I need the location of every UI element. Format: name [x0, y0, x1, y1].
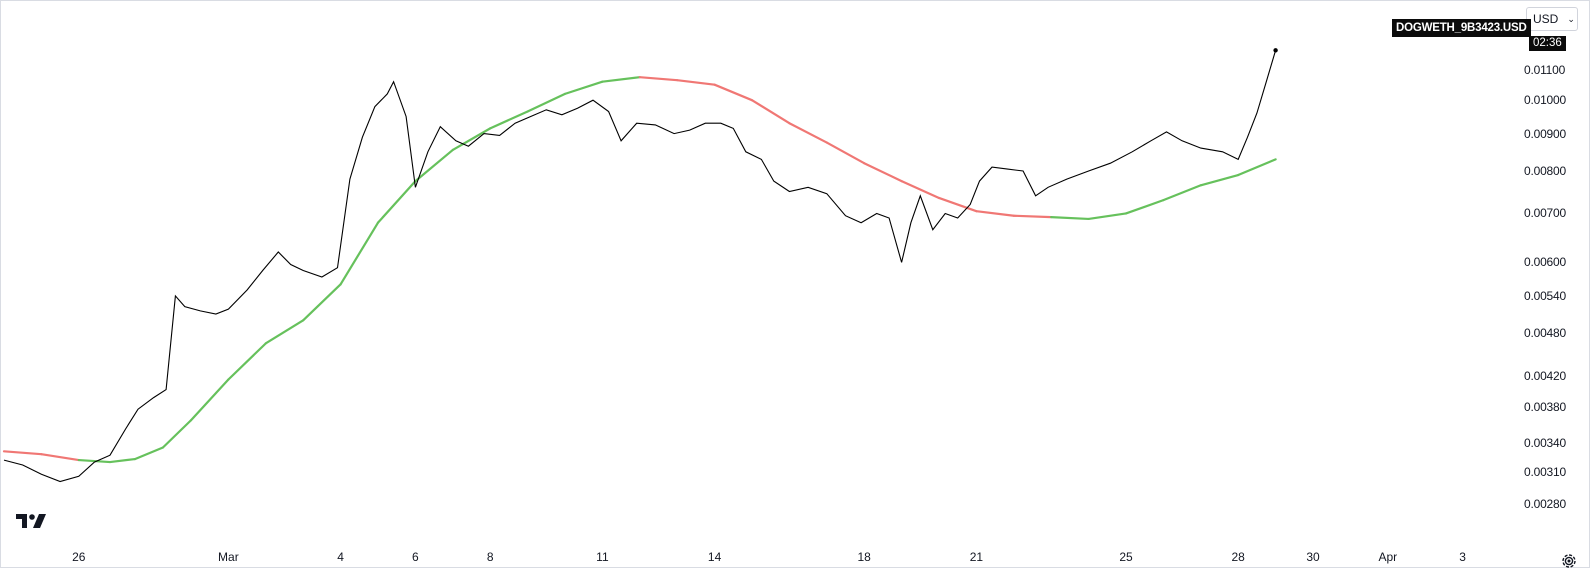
- price-tick-label: 0.00280: [1524, 497, 1566, 512]
- price-tick-label: 0.01000: [1524, 93, 1566, 108]
- date-tick-label: 25: [1119, 550, 1133, 564]
- date-tick-label: 11: [596, 550, 609, 564]
- moving-average-segment: [676, 79, 716, 86]
- moving-average-segment: [1237, 158, 1277, 177]
- moving-average-segment: [900, 180, 941, 200]
- price-line-layer: [3, 48, 1278, 483]
- price-tick-label: 0.00800: [1524, 164, 1566, 179]
- moving-average-segment: [526, 92, 567, 113]
- moving-average-segment: [750, 99, 791, 125]
- moving-average-segment: [1050, 216, 1090, 221]
- moving-average-segment: [302, 283, 342, 322]
- moving-average-segment: [451, 127, 492, 152]
- price-tick-label: 0.00380: [1524, 400, 1566, 415]
- tradingview-logo-icon[interactable]: [16, 514, 46, 528]
- date-tick-label: 28: [1231, 550, 1245, 564]
- moving-average-layer: [2, 76, 1277, 464]
- date-tick-label: 18: [857, 550, 871, 564]
- moving-average-segment: [108, 457, 136, 464]
- moving-average-segment: [1124, 199, 1165, 215]
- date-tick-label: 4: [337, 550, 344, 564]
- price-tick-label: 0.00900: [1524, 126, 1566, 141]
- gear-icon[interactable]: [1560, 552, 1578, 570]
- moving-average-segment: [563, 80, 604, 95]
- moving-average-segment: [713, 83, 754, 102]
- moving-average-segment: [339, 221, 380, 286]
- last-price-point: [1273, 48, 1278, 53]
- moving-average-segment: [1199, 173, 1240, 187]
- moving-average-segment: [414, 148, 454, 183]
- date-tick-label: 14: [707, 550, 722, 564]
- moving-average-segment: [489, 110, 529, 130]
- moving-average-segment: [975, 210, 1015, 217]
- moving-average-segment: [1162, 184, 1202, 202]
- date-tick-label: 21: [969, 550, 984, 564]
- moving-average-segment: [601, 76, 641, 83]
- moving-average-segment: [133, 446, 165, 461]
- date-tick-label: Mar: [218, 550, 239, 564]
- moving-average-segment: [788, 122, 828, 144]
- date-tick-label: Apr: [1378, 550, 1398, 564]
- ticker-label: DOGWETH_9B3423.USD: [1392, 19, 1531, 37]
- moving-average-segment: [376, 180, 417, 224]
- moving-average-segment: [161, 419, 193, 449]
- price-tick-label: 0.00310: [1524, 465, 1566, 480]
- bar-countdown: 02:36: [1529, 36, 1566, 51]
- currency-select[interactable]: USD ⌄: [1526, 7, 1578, 31]
- date-tick-label: 3: [1459, 550, 1466, 564]
- date-tick-label: 6: [412, 550, 419, 564]
- date-tick-label: 8: [486, 550, 494, 564]
- moving-average-segment: [189, 378, 230, 422]
- price-tick-label: 0.00420: [1524, 368, 1566, 383]
- moving-average-segment: [863, 162, 903, 183]
- moving-average-segment: [77, 458, 112, 464]
- date-tick-label: 26: [72, 550, 86, 564]
- moving-average-segment: [40, 453, 80, 462]
- price-tick-label: 0.01100: [1524, 62, 1566, 77]
- currency-value: USD: [1533, 12, 1559, 26]
- moving-average-segment: [638, 76, 679, 82]
- price-tick-label: 0.00600: [1524, 255, 1566, 270]
- moving-average-segment: [1012, 214, 1053, 219]
- moving-average-segment: [2, 450, 43, 456]
- date-tick-label: 30: [1306, 550, 1320, 564]
- moving-average-segment: [937, 196, 978, 213]
- moving-average-segment: [264, 319, 305, 345]
- price-tick-label: 0.00540: [1524, 288, 1566, 303]
- price-tick-label: 0.00480: [1524, 326, 1566, 341]
- price-tick-label: 0.00340: [1524, 435, 1566, 450]
- price-series-line: [3, 50, 1277, 483]
- moving-average-segment: [1087, 212, 1128, 221]
- moving-average-segment: [227, 342, 267, 381]
- moving-average-segment: [825, 141, 866, 165]
- price-tick-label: 0.00700: [1524, 206, 1566, 221]
- chevron-down-icon: ⌄: [1567, 13, 1575, 24]
